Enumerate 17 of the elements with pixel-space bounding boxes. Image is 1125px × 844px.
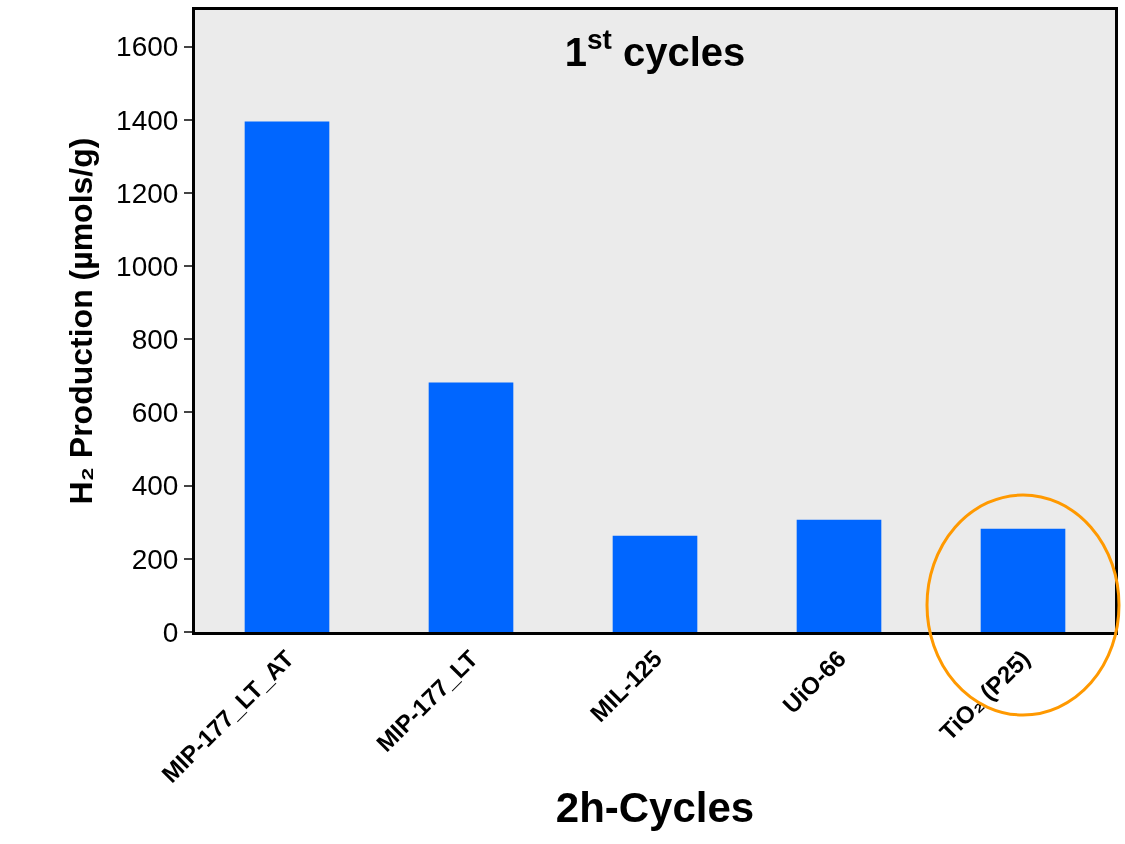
bar (428, 382, 514, 632)
bar (244, 121, 330, 632)
y-tick-label: 600 (131, 397, 179, 429)
y-tick-label: 1600 (116, 31, 179, 63)
y-tick-label: 200 (131, 543, 179, 575)
y-tick-label: 1400 (116, 104, 179, 136)
bar (796, 519, 882, 632)
bar (980, 528, 1066, 632)
x-axis-title: 2h-Cycles (555, 783, 755, 831)
bar (612, 535, 698, 632)
y-tick-label: 1000 (116, 250, 179, 282)
y-tick-label: 800 (131, 324, 179, 356)
y-tick-label: 400 (131, 470, 179, 502)
y-axis-title: H₂ Production (µmols/g) (63, 137, 100, 505)
chart-title: 1$^{st}$ cycles (564, 24, 746, 74)
y-tick-label: 1200 (116, 177, 179, 209)
y-tick-label: 0 (162, 616, 179, 648)
